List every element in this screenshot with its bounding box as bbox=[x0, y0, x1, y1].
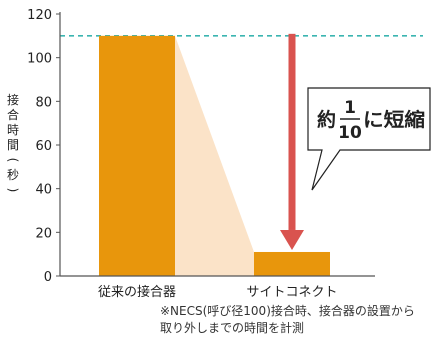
y-axis-label-char: 接 bbox=[7, 92, 19, 107]
footnote-line-1: ※NECS(呼び径100)接合時、接合器の設置から bbox=[160, 304, 415, 318]
bar-conventional bbox=[99, 35, 175, 277]
y-axis-label-char: ( bbox=[6, 158, 20, 163]
reduction-arrow-shaft bbox=[288, 33, 296, 230]
footnote-line-2: 取り外しまでの時間を計測 bbox=[160, 321, 305, 335]
callout-suffix: に短縮 bbox=[363, 108, 425, 131]
y-axis-label-char: 秒 bbox=[7, 168, 19, 182]
y-tick-label-60: 60 bbox=[35, 139, 52, 154]
y-tick-label-120: 120 bbox=[27, 8, 52, 23]
y-tick-label-100: 100 bbox=[27, 52, 52, 67]
bar-siteconnect bbox=[254, 251, 330, 276]
callout-fraction-numerator: 1 bbox=[344, 98, 356, 118]
callout-prefix: 約 bbox=[317, 108, 336, 131]
category-label-0: 従来の接合器 bbox=[98, 284, 176, 300]
y-axis-label-char: 間 bbox=[7, 138, 19, 152]
reduction-shade bbox=[175, 35, 254, 277]
category-label-1: サイトコネクト bbox=[246, 285, 337, 300]
y-tick-label-40: 40 bbox=[35, 183, 52, 198]
callout-fraction-denominator: 10 bbox=[338, 123, 362, 143]
y-tick-label-20: 20 bbox=[35, 226, 52, 241]
y-tick-label-80: 80 bbox=[35, 95, 52, 110]
y-axis-label-char: 合 bbox=[7, 107, 19, 122]
y-axis-label-char: 時 bbox=[7, 123, 19, 137]
reduction-arrow-head bbox=[280, 229, 304, 250]
y-tick-label-0: 0 bbox=[44, 270, 52, 285]
footnote: ※NECS(呼び径100)接合時、接合器の設置から 取り外しまでの時間を計測 bbox=[160, 303, 434, 337]
y-axis-label-char: ) bbox=[6, 188, 20, 193]
callout-bubble bbox=[307, 87, 431, 191]
